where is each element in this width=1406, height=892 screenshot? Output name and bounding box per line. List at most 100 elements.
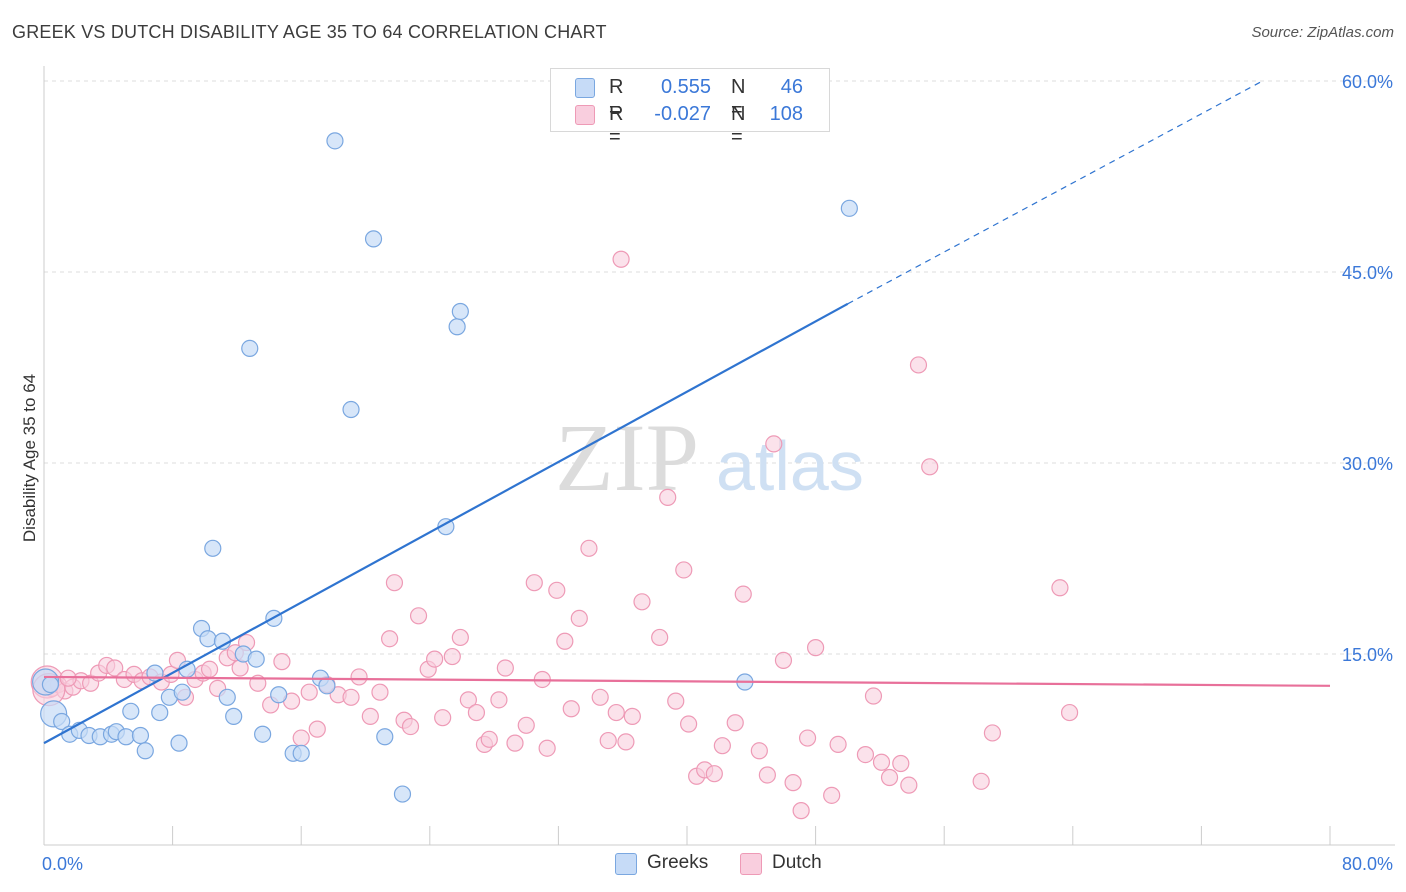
tick-labels: 15.0% 30.0% 45.0% 60.0% 0.0% 80.0% (42, 72, 1393, 874)
dutch-point (361, 707, 379, 725)
greeks-trend-extension (847, 80, 1263, 305)
dutch-point (580, 539, 598, 557)
dutch-point (765, 435, 783, 453)
dutch-point (490, 691, 508, 709)
greeks-point (376, 728, 394, 746)
dutch-point (1051, 579, 1069, 597)
y-tick-label: 15.0% (1342, 645, 1393, 665)
y-tick-label: 60.0% (1342, 72, 1393, 92)
greeks-point (393, 785, 412, 803)
greeks-legend-label: Greeks (647, 852, 709, 873)
dutch-point (623, 707, 641, 725)
dutch-point (562, 700, 580, 718)
greeks-point (241, 339, 259, 357)
dutch-point (900, 776, 918, 794)
greeks-point (213, 632, 232, 650)
dutch-point (612, 250, 630, 268)
dutch-point (1060, 703, 1079, 722)
dutch-point (758, 766, 776, 784)
greeks-r-label: R = (609, 76, 624, 121)
dutch-point (409, 607, 428, 625)
dutch-point (829, 735, 847, 754)
dutch-r-label: R = (609, 103, 624, 148)
source-label: Source: ZipAtlas.com (1251, 24, 1394, 41)
dutch-point (300, 683, 318, 701)
dutch-r-value: -0.027 (654, 103, 711, 125)
dutch-point (434, 709, 452, 727)
dutch-point (231, 659, 249, 677)
dutch-point (872, 753, 891, 771)
greeks-point (170, 734, 188, 752)
dutch-point (880, 768, 899, 787)
dutch-point (784, 774, 802, 792)
greeks-point (204, 539, 222, 557)
dutch-point (426, 650, 444, 668)
dutch-point (651, 628, 669, 647)
dutch-point (381, 630, 399, 648)
dutch-point (607, 703, 625, 722)
dutch-point (680, 715, 698, 733)
greeks-point (53, 712, 71, 731)
watermark: ZIP atlas (555, 404, 864, 511)
greeks-point (292, 744, 310, 762)
greeks-point (342, 400, 360, 419)
dutch-point (480, 730, 498, 748)
dutch-legend-swatch (740, 853, 762, 875)
dutch-point (659, 488, 677, 506)
trend-lines (43, 80, 1331, 745)
dutch-point (792, 802, 810, 820)
watermark-atlas: atlas (716, 427, 864, 505)
greeks-point (151, 703, 169, 722)
greeks-point (270, 686, 288, 704)
dutch-point (823, 786, 841, 804)
dutch-point (667, 692, 685, 710)
greeks-point (247, 650, 265, 668)
greeks-point (448, 318, 466, 336)
dutch-point (921, 458, 939, 476)
greeks-point (364, 230, 383, 248)
greeks-point (173, 683, 191, 701)
dutch-point (734, 585, 752, 603)
dutch-point (864, 687, 883, 705)
greeks-n-value: 46 (780, 76, 803, 98)
dutch-point (713, 737, 731, 755)
dutch-point (342, 688, 360, 706)
dutch-point (496, 659, 514, 677)
y-tick-label: 45.0% (1342, 263, 1393, 283)
dutch-point (909, 356, 928, 374)
greeks-point (199, 630, 217, 648)
dutch-point (983, 724, 1002, 742)
dutch-point (443, 647, 461, 666)
dutch-point (972, 772, 990, 790)
x-tick-label: 80.0% (1342, 854, 1393, 874)
greeks-swatch (575, 78, 595, 98)
dutch-point (200, 660, 219, 678)
greeks-point (840, 199, 858, 217)
grid-layer (44, 80, 1395, 655)
dutch-point (506, 734, 524, 752)
dutch-point (705, 765, 723, 783)
dutch-trend-line (43, 675, 1331, 687)
greeks-point (318, 677, 336, 695)
y-tick-label: 30.0% (1342, 454, 1393, 474)
dutch-point (617, 733, 635, 751)
greeks-trend-line (43, 302, 849, 745)
greeks-point (117, 728, 135, 746)
dutch-legend-label: Dutch (772, 852, 822, 873)
dutch-points (30, 250, 1079, 820)
greeks-point (326, 132, 344, 150)
greeks-r-value: 0.555 (660, 76, 711, 98)
greeks-point (451, 302, 469, 321)
dutch-point (459, 691, 477, 709)
greeks-point (122, 702, 140, 720)
chart-title: GREEK VS DUTCH DISABILITY AGE 35 TO 64 C… (12, 22, 607, 42)
greeks-point (131, 726, 150, 745)
greeks-point (178, 660, 196, 678)
greeks-point (225, 707, 243, 725)
dutch-point (591, 688, 609, 706)
dutch-point (350, 668, 368, 686)
dutch-point (538, 739, 556, 757)
dutch-point (856, 745, 875, 764)
dutch-point (726, 714, 744, 732)
